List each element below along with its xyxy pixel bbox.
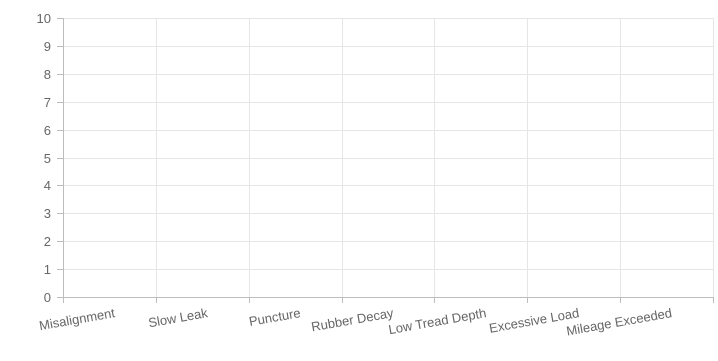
y-tick-label-10: 10 xyxy=(37,11,51,26)
x-tick-label-0: Misalignment xyxy=(38,305,116,333)
y-tick-label-3: 3 xyxy=(44,206,51,221)
y-tick-label-1: 1 xyxy=(44,262,51,277)
grid-layer xyxy=(63,18,714,298)
axis-layer xyxy=(57,18,714,303)
x-tick-label-3: Rubber Decay xyxy=(310,305,395,334)
y-tick-label-2: 2 xyxy=(44,234,51,249)
y-tick-label-8: 8 xyxy=(44,67,51,82)
x-tick-label-4: Low Tread Depth xyxy=(387,305,487,337)
y-tick-label-0: 0 xyxy=(44,290,51,305)
x-tick-label-6: Mileage Exceeded xyxy=(565,305,673,338)
x-tick-label-1: Slow Leak xyxy=(147,305,209,330)
y-tick-label-9: 9 xyxy=(44,39,51,54)
y-tick-label-7: 7 xyxy=(44,95,51,110)
y-tick-label-5: 5 xyxy=(44,151,51,166)
x-tick-label-2: Puncture xyxy=(248,305,302,329)
y-tick-label-6: 6 xyxy=(44,123,51,138)
label-layer: 0 1 2 3 4 5 6 7 8 9 10 Misalignment Slow Leak Punctur… xyxy=(37,11,674,339)
y-tick-label-4: 4 xyxy=(44,178,51,193)
